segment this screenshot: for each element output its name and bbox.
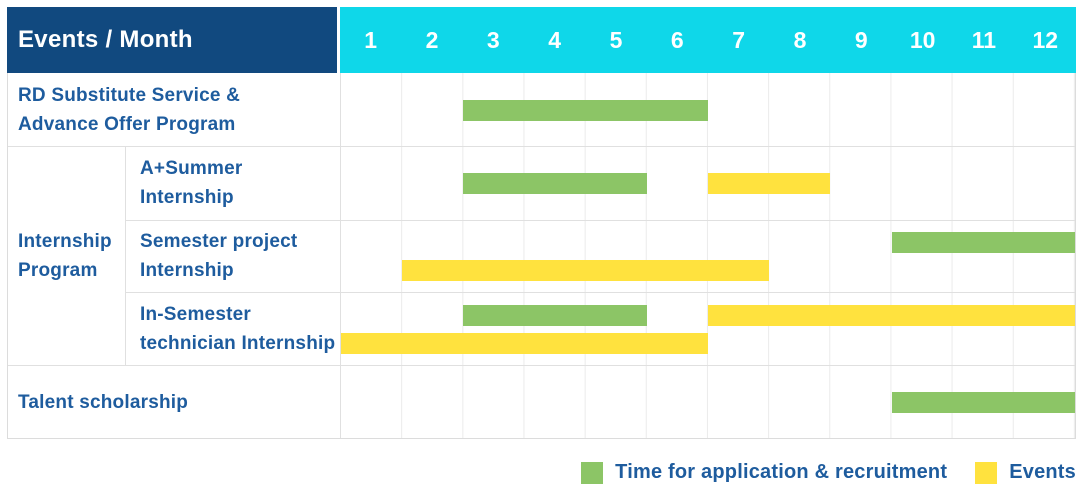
group-label-line: Program [18,260,98,281]
events-month-table: Events / Month 1 2 3 4 5 6 7 8 9 10 11 12 RD Substi… [7,7,1076,439]
row-label: In-Semester technician Internship [125,293,340,365]
legend-item-events: Events [975,461,1076,484]
gantt-bar-application [463,99,708,121]
row-a-summer-internship: A+Summer Internship [125,147,1075,220]
legend: Time for application & recruitment Event… [581,461,1076,484]
timeline-grid [340,147,1075,220]
row-in-semester-technician-internship: In-Semester technician Internship [125,292,1075,365]
row-label-line: Advance Offer Program [18,113,236,135]
header-title-cell: Events / Month [7,7,337,73]
header-title: Events / Month [18,26,193,53]
internship-program-group: Internship Program A+Summer Internship S… [8,146,1075,365]
gantt-bar-application [463,305,647,327]
table-header-row: Events / Month 1 2 3 4 5 6 7 8 9 10 11 12 [7,7,1076,73]
application-color-swatch [581,461,604,484]
month-label-8: 8 [793,26,807,53]
group-label-line: Internship [18,231,112,252]
row-label-line: Semester project [140,231,298,253]
row-rd-substitute-service: RD Substitute Service & Advance Offer Pr… [8,73,1075,146]
row-label-line: In-Semester [140,304,251,326]
month-label-7: 7 [732,26,746,53]
month-label-3: 3 [486,26,500,53]
timeline-grid [340,220,1075,293]
row-talent-scholarship: Talent scholarship [8,365,1075,438]
legend-label: Events [1009,461,1076,483]
timeline-grid [340,366,1075,438]
group-label: Internship Program [8,147,125,365]
row-label-line: Talent scholarship [18,391,189,413]
group-sub-rows: A+Summer Internship Semester project Int… [125,147,1075,365]
legend-item-application: Time for application & recruitment [581,461,947,484]
gantt-bar-event [402,260,770,282]
timeline-grid [340,293,1075,365]
month-header-row: 1 2 3 4 5 6 7 8 9 10 11 12 [340,7,1076,73]
gantt-bar-application [891,392,1075,413]
event-color-swatch [975,461,998,484]
row-label-line: RD Substitute Service & [18,84,241,106]
gantt-bar-application [891,232,1075,254]
timeline-grid [340,73,1075,146]
month-label-10: 10 [909,26,936,53]
gantt-bar-application [463,173,647,195]
row-label-line: Internship [140,187,234,209]
legend-label: Time for application & recruitment [615,461,948,483]
row-label-line: A+Summer [140,158,243,180]
row-label-line: technician Internship [140,333,336,355]
row-label: A+Summer Internship [125,147,340,220]
row-semester-project-internship: Semester project Internship [125,219,1075,293]
gantt-bar-event [708,173,831,195]
month-label-12: 12 [1032,26,1059,53]
row-label: RD Substitute Service & Advance Offer Pr… [8,73,340,146]
gantt-bar-event [341,333,708,355]
month-label-1: 1 [364,26,378,53]
month-label-5: 5 [609,26,623,53]
month-label-4: 4 [548,26,562,53]
month-label-2: 2 [425,26,439,53]
row-label: Semester project Internship [125,220,340,293]
gantt-bar-event [708,305,1075,327]
month-label-9: 9 [854,26,868,53]
month-label-6: 6 [670,26,684,53]
table-body: RD Substitute Service & Advance Offer Pr… [7,73,1076,439]
row-label: Talent scholarship [8,366,340,438]
month-label-11: 11 [971,26,997,53]
row-label-line: Internship [140,260,234,282]
